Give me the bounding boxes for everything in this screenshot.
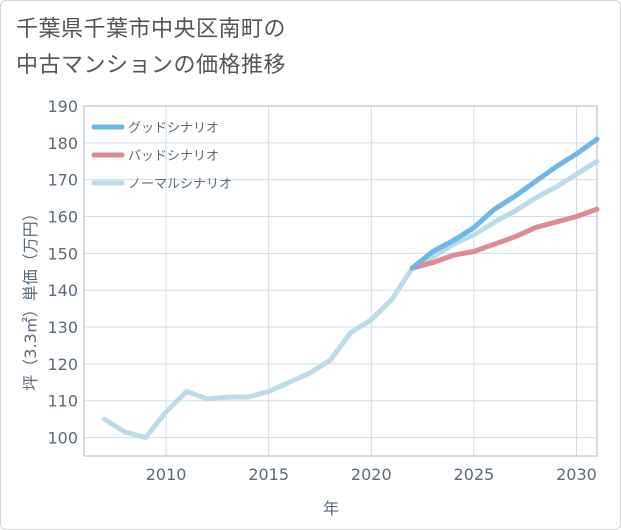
y-tick-label: 110: [47, 392, 78, 411]
chart-title: 千葉県千葉市中央区南町の 中古マンションの価格推移: [16, 12, 436, 84]
x-tick-label: 2030: [556, 465, 597, 484]
plot-border: [83, 105, 598, 457]
chart-title-line-2: 中古マンションの価格推移: [16, 53, 287, 78]
y-tick-label: 130: [47, 318, 78, 337]
y-tick-label: 150: [47, 244, 78, 263]
legend-label-bad: バッドシナリオ: [128, 149, 219, 164]
chart-title-line-1: 千葉県千葉市中央区南町の: [16, 17, 287, 42]
series-line-good: [409, 136, 600, 271]
x-tick-label: 2015: [248, 465, 289, 484]
y-tick-label: 170: [47, 171, 78, 190]
y-tick-label: 190: [47, 97, 78, 116]
y-tick-label: 160: [47, 208, 78, 227]
y-tick-label: 100: [47, 429, 78, 448]
x-tick-label: 2010: [146, 465, 187, 484]
series-layer: [102, 136, 600, 441]
y-tick-label: 140: [47, 281, 78, 300]
y-axis-label: 坪（3.3㎡）単価（万円）: [21, 205, 40, 390]
tick-labels: 100 110 120 130 140 150 160 170 180 190 2010 2015 20…: [47, 97, 596, 484]
y-tick-label: 180: [47, 134, 78, 153]
legend-label-normal: ノーマルシナリオ: [128, 177, 232, 192]
grid: [84, 105, 597, 456]
series-line-normal: [102, 158, 600, 441]
series-line-bad: [409, 206, 600, 271]
x-tick-label: 2025: [454, 465, 495, 484]
legend-label-good: グッドシナリオ: [128, 121, 219, 136]
x-axis-label: 年: [323, 499, 339, 518]
x-tick-label: 2020: [351, 465, 392, 484]
y-tick-label: 120: [47, 355, 78, 374]
